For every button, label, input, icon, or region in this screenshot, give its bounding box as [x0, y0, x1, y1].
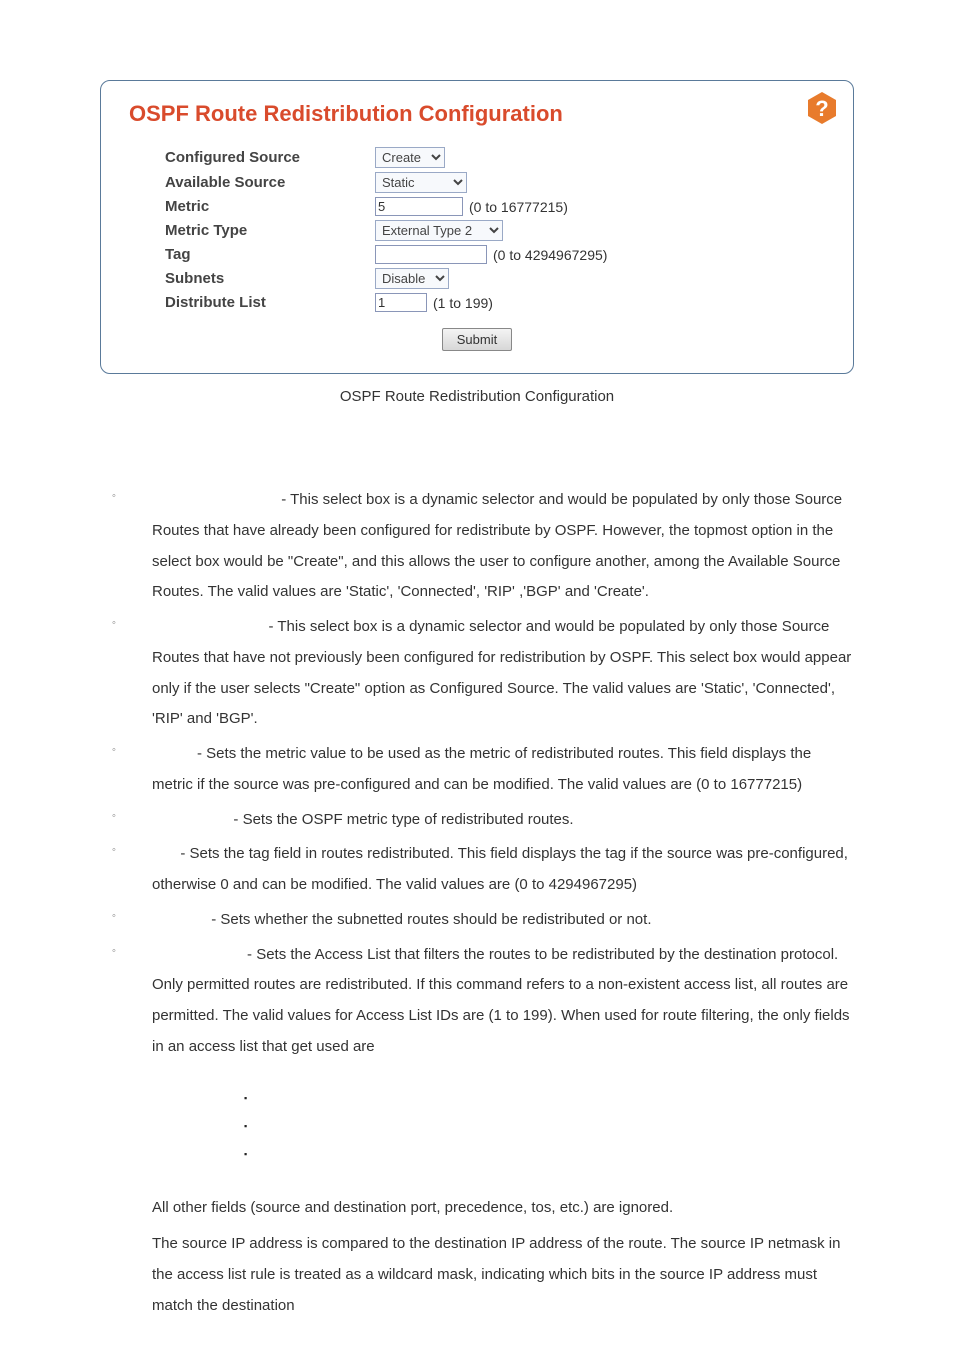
help-icon[interactable]: ?: [805, 91, 839, 125]
desc-distribute-list: Distribute List - Sets the Access List t…: [112, 940, 854, 1173]
label-subnets: Subnets: [165, 270, 375, 287]
description-list: Configured Source - This select box is a…: [100, 485, 854, 1173]
desc-configured-source: Configured Source - This select box is a…: [112, 485, 854, 608]
row-metric-type: Metric Type External Type 2: [165, 218, 825, 243]
row-available-source: Available Source Static: [165, 170, 825, 195]
config-panel: OSPF Route Redistribution Configuration …: [100, 80, 854, 374]
desc-metric-type: Metric Type - Sets the OSPF metric type …: [112, 805, 854, 836]
input-metric[interactable]: [375, 197, 463, 216]
label-metric: Metric: [165, 198, 375, 215]
row-subnets: Subnets Disable: [165, 266, 825, 291]
row-configured-source: Configured Source Create: [165, 145, 825, 170]
desc-metric: Metric - Sets the metric value to be use…: [112, 739, 854, 801]
desc-tag: Tag - Sets the tag field in routes redis…: [112, 839, 854, 901]
hint-metric: (0 to 16777215): [469, 199, 568, 215]
submit-button[interactable]: Submit: [442, 328, 512, 351]
hint-tag: (0 to 4294967295): [493, 247, 607, 263]
row-metric: Metric (0 to 16777215): [165, 195, 825, 218]
input-tag[interactable]: [375, 245, 487, 264]
footer-para-1: All other fields (source and destination…: [152, 1193, 854, 1224]
select-available-source[interactable]: Static: [375, 172, 467, 193]
select-configured-source[interactable]: Create: [375, 147, 445, 168]
row-tag: Tag (0 to 4294967295): [165, 243, 825, 266]
access-list-sublist: [152, 1089, 854, 1173]
desc-subnets: Subnets - Sets whether the subnetted rou…: [112, 905, 854, 936]
select-subnets[interactable]: Disable: [375, 268, 449, 289]
svg-text:?: ?: [815, 96, 828, 121]
footer-para-2: The source IP address is compared to the…: [152, 1229, 854, 1321]
sublist-item: [244, 1145, 854, 1173]
label-available-source: Available Source: [165, 174, 375, 191]
sublist-item: [244, 1117, 854, 1145]
hint-distribute-list: (1 to 199): [433, 295, 493, 311]
label-tag: Tag: [165, 246, 375, 263]
label-distribute-list: Distribute List: [165, 294, 375, 311]
panel-title: OSPF Route Redistribution Configuration: [129, 101, 825, 127]
label-configured-source: Configured Source: [165, 149, 375, 166]
submit-row: Submit: [129, 328, 825, 351]
figure-caption: OSPF Route Redistribution Configuration: [100, 388, 854, 405]
sublist-item: [244, 1089, 854, 1117]
desc-available-source: Available Source - This select box is a …: [112, 612, 854, 735]
select-metric-type[interactable]: External Type 2: [375, 220, 503, 241]
label-metric-type: Metric Type: [165, 222, 375, 239]
row-distribute-list: Distribute List (1 to 199): [165, 291, 825, 314]
input-distribute-list[interactable]: [375, 293, 427, 312]
